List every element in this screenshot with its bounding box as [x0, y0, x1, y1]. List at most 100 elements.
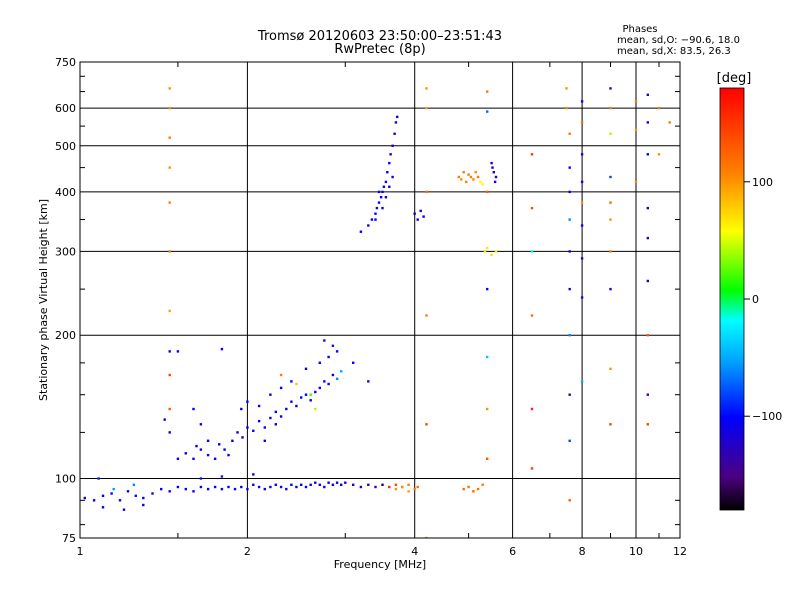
data-point [609, 132, 612, 135]
data-point [476, 175, 480, 179]
data-point [374, 212, 377, 215]
data-point [199, 423, 203, 426]
data-point [168, 87, 171, 90]
data-point [462, 487, 465, 491]
data-point [580, 121, 584, 124]
data-point [269, 416, 272, 420]
data-point [176, 485, 180, 489]
data-point [295, 485, 298, 489]
data-point [168, 201, 171, 204]
data-point [419, 209, 422, 213]
data-point [580, 296, 584, 299]
data-point [359, 230, 363, 233]
data-point [472, 178, 475, 181]
data-point [184, 487, 187, 491]
data-point [184, 452, 187, 455]
data-point [206, 453, 210, 457]
data-point [168, 431, 171, 434]
data-point [252, 429, 255, 432]
y-tick-label: 100 [55, 473, 76, 486]
data-point [168, 490, 171, 493]
colorbar [719, 87, 745, 511]
data-point [352, 483, 355, 486]
data-point [227, 453, 230, 457]
x-axis-ticks: 1 2 4 6 8 10 12 [77, 62, 687, 558]
data-point [118, 499, 122, 502]
data-point [241, 436, 244, 439]
data-point [481, 483, 484, 486]
data-point [367, 483, 370, 486]
phases-heading: Phases [622, 24, 657, 35]
data-point [483, 250, 487, 253]
data-point [227, 485, 230, 489]
data-point [220, 475, 224, 478]
data-point [240, 485, 243, 489]
data-point [490, 253, 493, 257]
data-point [223, 448, 226, 451]
data-point [469, 175, 473, 179]
data-point [394, 121, 398, 124]
data-point [300, 396, 303, 399]
data-point [206, 487, 210, 491]
x-tick-label: 6 [509, 545, 516, 558]
data-point [192, 490, 195, 493]
data-point [391, 144, 394, 147]
data-point [394, 487, 398, 491]
y-tick-label: 400 [55, 186, 76, 199]
data-point [467, 173, 470, 176]
data-point [568, 218, 571, 221]
data-points [83, 87, 671, 538]
colorbar-tick-label: 0 [752, 293, 759, 306]
data-point [327, 481, 330, 484]
data-point [142, 503, 145, 507]
data-point [646, 236, 649, 240]
data-point [295, 404, 298, 408]
data-point [634, 128, 638, 132]
y-tick-label: 750 [55, 56, 76, 69]
data-point [309, 399, 312, 402]
data-point [168, 350, 171, 353]
data-point [279, 415, 283, 418]
data-point [491, 166, 494, 169]
data-point [425, 423, 428, 426]
data-point [220, 347, 224, 351]
data-point [274, 410, 277, 414]
y-tick-label: 600 [55, 102, 76, 115]
data-point [257, 404, 261, 408]
data-point [467, 485, 470, 489]
data-point [668, 121, 671, 124]
phases-o-line: mean, sd,O: −90.6, 18.0 [617, 35, 740, 46]
data-point [331, 344, 335, 347]
x-tick-label: 8 [579, 545, 586, 558]
data-point [413, 487, 416, 491]
data-point [206, 439, 210, 442]
data-point [530, 153, 534, 156]
data-point [290, 483, 293, 486]
data-point [199, 477, 203, 480]
data-point [335, 377, 339, 380]
data-point [486, 90, 489, 93]
data-point [335, 350, 339, 353]
data-point [530, 314, 534, 317]
data-point [279, 485, 283, 489]
data-point [240, 407, 243, 411]
data-point [486, 407, 489, 411]
data-point [246, 426, 249, 429]
x-tick-label: 10 [629, 545, 643, 558]
data-point [646, 121, 649, 124]
data-point [192, 407, 195, 411]
data-point [479, 180, 482, 184]
data-point [352, 361, 355, 364]
data-point [285, 487, 288, 491]
data-point [568, 499, 571, 502]
data-point [568, 166, 571, 169]
data-point [386, 171, 389, 174]
data-point [134, 494, 137, 497]
data-point [323, 339, 326, 342]
data-point [486, 287, 489, 291]
colorbar-tick-label: 100 [752, 176, 773, 189]
data-point [168, 309, 171, 313]
data-point [318, 386, 321, 390]
x-tick-label: 4 [411, 545, 418, 558]
